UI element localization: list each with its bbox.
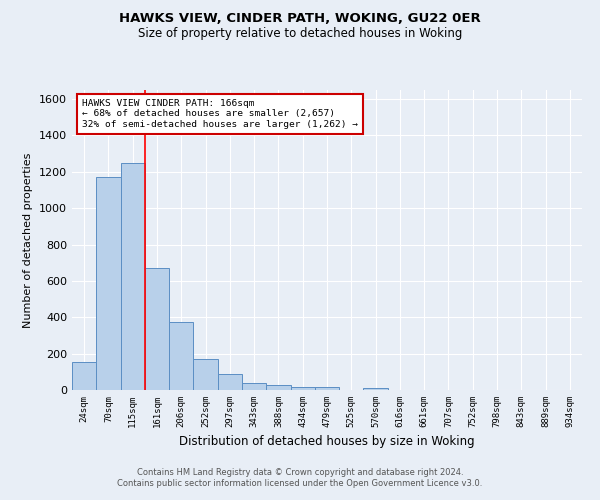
Bar [72, 362, 96, 390]
Bar [266, 385, 290, 390]
Bar [169, 322, 193, 390]
Y-axis label: Number of detached properties: Number of detached properties [23, 152, 34, 328]
Bar [218, 374, 242, 390]
Bar [315, 388, 339, 390]
Text: Contains HM Land Registry data © Crown copyright and database right 2024.
Contai: Contains HM Land Registry data © Crown c… [118, 468, 482, 487]
Bar [193, 359, 218, 390]
Text: HAWKS VIEW, CINDER PATH, WOKING, GU22 0ER: HAWKS VIEW, CINDER PATH, WOKING, GU22 0E… [119, 12, 481, 26]
Text: HAWKS VIEW CINDER PATH: 166sqm
← 68% of detached houses are smaller (2,657)
32% : HAWKS VIEW CINDER PATH: 166sqm ← 68% of … [82, 99, 358, 129]
Text: Size of property relative to detached houses in Woking: Size of property relative to detached ho… [138, 28, 462, 40]
X-axis label: Distribution of detached houses by size in Woking: Distribution of detached houses by size … [179, 436, 475, 448]
Bar [242, 384, 266, 390]
Bar [290, 386, 315, 390]
Bar [364, 388, 388, 390]
Bar [96, 178, 121, 390]
Bar [121, 162, 145, 390]
Bar [145, 268, 169, 390]
